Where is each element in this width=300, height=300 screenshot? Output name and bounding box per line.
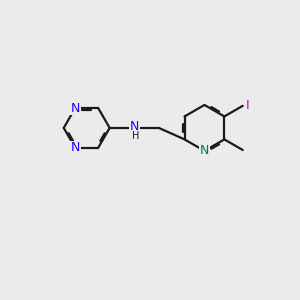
Text: N: N bbox=[200, 144, 209, 158]
Text: H: H bbox=[132, 131, 139, 141]
Text: N: N bbox=[70, 101, 80, 115]
Text: N: N bbox=[70, 141, 80, 154]
Text: I: I bbox=[246, 99, 250, 112]
Text: N: N bbox=[130, 120, 140, 133]
